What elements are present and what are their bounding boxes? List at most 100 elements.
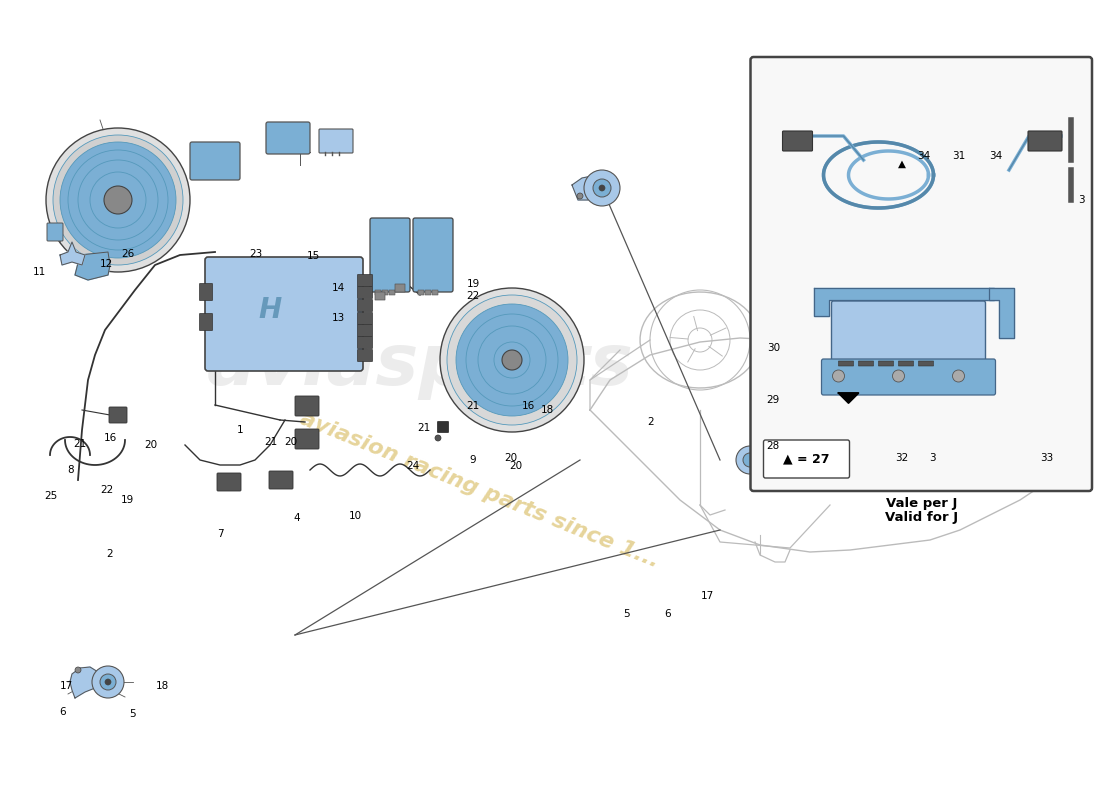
FancyBboxPatch shape (899, 361, 913, 366)
Text: ▲ = 27: ▲ = 27 (783, 453, 829, 466)
Text: 15: 15 (307, 251, 320, 261)
FancyBboxPatch shape (395, 284, 405, 292)
Text: 13: 13 (332, 313, 345, 322)
Text: 3: 3 (1078, 195, 1085, 205)
FancyBboxPatch shape (918, 361, 934, 366)
Text: aviasion racing parts since 1...: aviasion racing parts since 1... (297, 409, 662, 571)
Circle shape (53, 135, 183, 265)
Text: H: H (258, 296, 282, 324)
Polygon shape (75, 252, 110, 280)
Text: 26: 26 (121, 250, 134, 259)
Text: 20: 20 (284, 438, 297, 447)
Text: 22: 22 (100, 485, 113, 494)
Text: 21: 21 (74, 439, 87, 449)
Text: 1: 1 (236, 426, 243, 435)
FancyBboxPatch shape (358, 325, 373, 337)
FancyBboxPatch shape (190, 142, 240, 180)
FancyBboxPatch shape (270, 471, 293, 489)
Circle shape (833, 370, 845, 382)
Text: 6: 6 (59, 707, 66, 717)
FancyBboxPatch shape (358, 274, 373, 286)
FancyBboxPatch shape (832, 301, 986, 365)
FancyBboxPatch shape (838, 361, 854, 366)
Circle shape (494, 342, 530, 378)
FancyBboxPatch shape (295, 429, 319, 449)
FancyBboxPatch shape (784, 453, 826, 481)
Text: 32: 32 (895, 453, 909, 462)
Circle shape (593, 179, 611, 197)
Circle shape (504, 352, 520, 368)
Circle shape (106, 188, 130, 212)
FancyBboxPatch shape (266, 122, 310, 154)
Text: 16: 16 (521, 402, 535, 411)
FancyBboxPatch shape (375, 290, 381, 295)
FancyBboxPatch shape (763, 440, 849, 478)
Circle shape (928, 388, 992, 452)
Text: aviasports: aviasports (207, 330, 634, 399)
Text: 24: 24 (406, 461, 419, 470)
Text: 7: 7 (217, 530, 223, 539)
Text: 11: 11 (33, 267, 46, 277)
Circle shape (68, 150, 168, 250)
Text: 10: 10 (349, 511, 362, 521)
FancyBboxPatch shape (358, 350, 373, 362)
Circle shape (456, 304, 568, 416)
FancyBboxPatch shape (438, 422, 449, 433)
Circle shape (952, 412, 968, 428)
Text: 2: 2 (647, 417, 653, 426)
Circle shape (466, 314, 558, 406)
Text: 29: 29 (767, 395, 780, 405)
Polygon shape (70, 667, 100, 698)
FancyBboxPatch shape (370, 218, 410, 292)
Polygon shape (60, 242, 85, 265)
Circle shape (736, 446, 764, 474)
Text: 6: 6 (664, 610, 671, 619)
Text: 31: 31 (953, 151, 966, 161)
FancyBboxPatch shape (879, 361, 893, 366)
FancyBboxPatch shape (389, 290, 395, 295)
Circle shape (434, 435, 441, 441)
Text: 5: 5 (129, 710, 135, 719)
Text: Valid for J: Valid for J (884, 511, 958, 525)
FancyBboxPatch shape (205, 257, 363, 371)
Circle shape (440, 288, 584, 432)
Circle shape (90, 172, 146, 228)
Text: 30: 30 (767, 343, 780, 353)
FancyBboxPatch shape (1028, 131, 1062, 151)
Text: 28: 28 (767, 442, 780, 451)
FancyBboxPatch shape (358, 299, 373, 311)
Circle shape (60, 142, 176, 258)
Text: 23: 23 (250, 250, 263, 259)
Circle shape (104, 679, 111, 685)
Text: ▲: ▲ (898, 159, 906, 169)
FancyBboxPatch shape (199, 314, 212, 330)
Text: 16: 16 (103, 434, 117, 443)
Circle shape (938, 398, 982, 442)
Text: 19: 19 (121, 495, 134, 505)
Text: 4: 4 (294, 514, 300, 523)
Circle shape (100, 674, 116, 690)
Text: 18: 18 (156, 681, 169, 690)
Circle shape (75, 667, 81, 673)
Polygon shape (814, 288, 993, 316)
FancyBboxPatch shape (47, 223, 63, 241)
Circle shape (478, 326, 546, 394)
FancyBboxPatch shape (412, 218, 453, 292)
FancyBboxPatch shape (432, 290, 438, 295)
Text: 18: 18 (541, 405, 554, 414)
Circle shape (78, 160, 158, 240)
FancyBboxPatch shape (750, 57, 1092, 491)
FancyBboxPatch shape (375, 292, 385, 300)
Circle shape (578, 193, 583, 199)
Circle shape (447, 295, 578, 425)
FancyBboxPatch shape (839, 457, 859, 473)
Circle shape (742, 453, 757, 467)
Circle shape (892, 370, 904, 382)
Text: 8: 8 (67, 466, 74, 475)
Text: 20: 20 (509, 461, 522, 470)
Circle shape (600, 185, 605, 191)
FancyBboxPatch shape (295, 396, 319, 416)
Polygon shape (989, 288, 1013, 338)
FancyBboxPatch shape (822, 359, 996, 395)
FancyBboxPatch shape (358, 337, 373, 349)
